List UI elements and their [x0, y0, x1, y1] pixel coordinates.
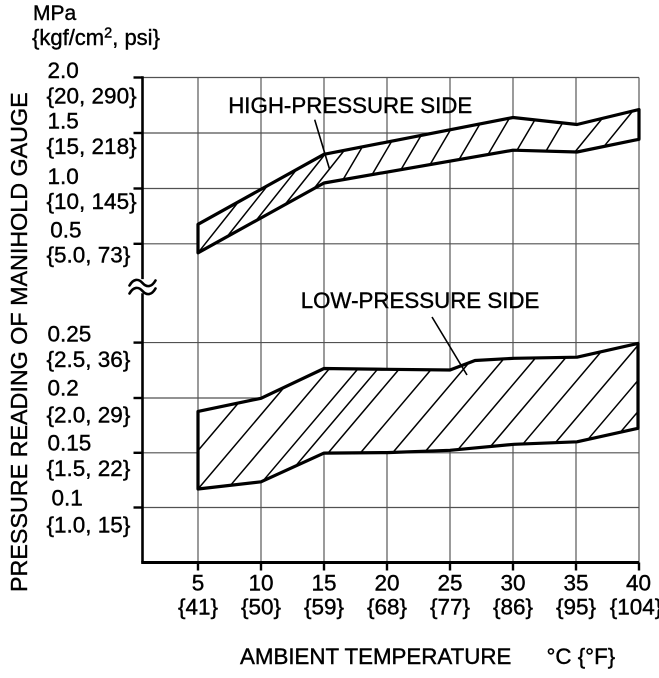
- svg-text:40: 40: [626, 571, 651, 596]
- svg-text:{104}: {104}: [610, 595, 659, 620]
- svg-text:{10, 145}: {10, 145}: [47, 189, 138, 214]
- svg-text:{77}: {77}: [430, 595, 471, 620]
- svg-text:{1.0, 15}: {1.0, 15}: [47, 513, 131, 538]
- svg-text:LOW-PRESSURE SIDE: LOW-PRESSURE SIDE: [301, 288, 540, 313]
- svg-text:1.5: 1.5: [48, 109, 79, 134]
- svg-text:{50}: {50}: [241, 595, 282, 620]
- svg-text:0.5: 0.5: [50, 217, 81, 242]
- svg-text:10: 10: [248, 571, 273, 596]
- svg-text:{15, 218}: {15, 218}: [47, 134, 138, 159]
- svg-text:0.1: 0.1: [52, 486, 83, 511]
- svg-text:{68}: {68}: [367, 595, 408, 620]
- svg-text:°C {°F}: °C {°F}: [547, 644, 616, 669]
- svg-text:2.0: 2.0: [48, 58, 79, 83]
- svg-text:0.15: 0.15: [48, 430, 92, 455]
- svg-text:{59}: {59}: [304, 595, 345, 620]
- svg-text:25: 25: [437, 571, 462, 596]
- svg-text:HIGH-PRESSURE SIDE: HIGH-PRESSURE SIDE: [228, 93, 472, 118]
- svg-text:{86}: {86}: [493, 595, 534, 620]
- svg-text:1.0: 1.0: [48, 164, 79, 189]
- svg-text:MPa: MPa: [33, 2, 77, 25]
- svg-text:{20, 290}: {20, 290}: [47, 84, 138, 109]
- svg-text:0.2: 0.2: [48, 375, 79, 400]
- svg-text:35: 35: [563, 571, 588, 596]
- svg-text:{2.5, 36}: {2.5, 36}: [47, 347, 131, 372]
- svg-text:20: 20: [374, 571, 399, 596]
- svg-text:{kgf/cm2, psi}: {kgf/cm2, psi}: [32, 25, 160, 50]
- svg-text:30: 30: [500, 571, 525, 596]
- svg-text:AMBIENT TEMPERATURE: AMBIENT TEMPERATURE: [240, 644, 511, 669]
- svg-text:{1.5, 22}: {1.5, 22}: [47, 456, 131, 481]
- svg-text:{5.0, 73}: {5.0, 73}: [47, 243, 131, 268]
- svg-text:5: 5: [192, 571, 205, 596]
- svg-text:PRESSURE READING OF MANIHOLD G: PRESSURE READING OF MANIHOLD GAUGE: [6, 92, 32, 592]
- svg-text:{2.0, 29}: {2.0, 29}: [47, 402, 131, 427]
- svg-text:0.25: 0.25: [48, 322, 92, 347]
- svg-text:{41}: {41}: [178, 595, 219, 620]
- svg-text:{95}: {95}: [556, 595, 597, 620]
- svg-text:15: 15: [311, 571, 336, 596]
